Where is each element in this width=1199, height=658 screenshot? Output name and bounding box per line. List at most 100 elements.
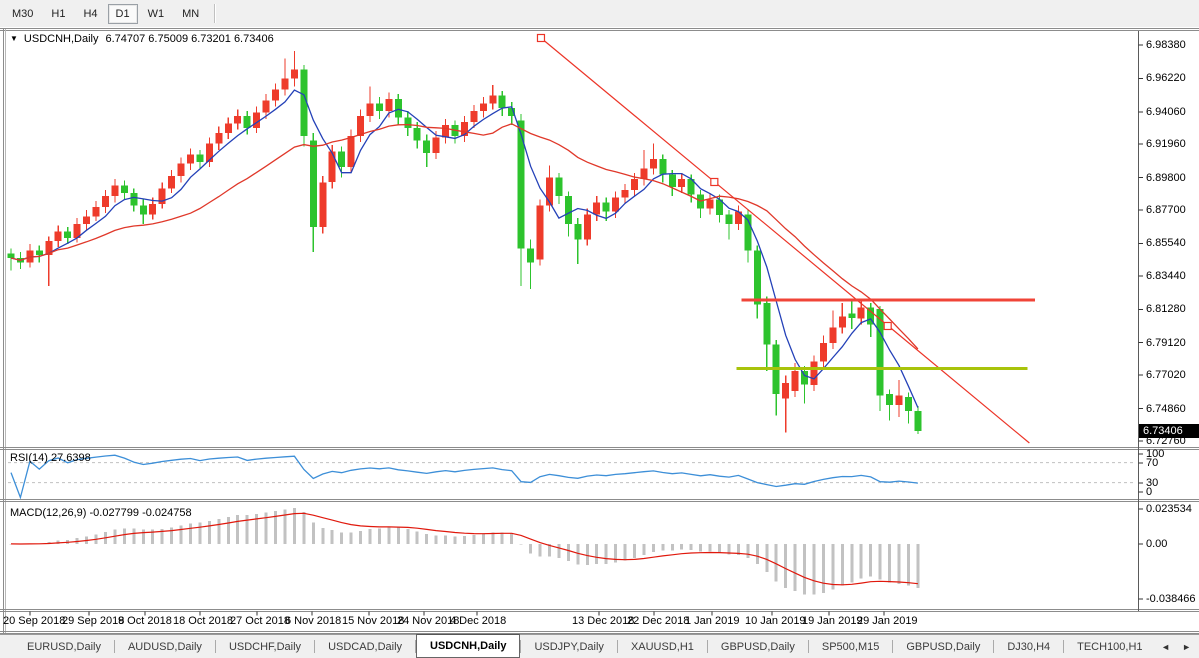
candle xyxy=(413,128,421,141)
tab-scroll-left[interactable]: ◄ xyxy=(1161,641,1171,652)
macd-bar xyxy=(245,515,249,544)
candle xyxy=(73,224,81,238)
candle xyxy=(612,197,620,212)
candle xyxy=(829,327,837,343)
candle xyxy=(404,117,412,129)
tab-gbpusd-daily[interactable]: GBPUSD,Daily xyxy=(720,640,795,653)
macd-bar xyxy=(708,543,712,552)
candle xyxy=(300,69,308,136)
timeframe-button-w1[interactable]: W1 xyxy=(147,7,165,20)
macd-bar xyxy=(472,535,476,544)
candle xyxy=(92,207,100,217)
timeframe-button-h1[interactable]: H1 xyxy=(51,7,66,20)
candle xyxy=(54,231,62,241)
macd-bar xyxy=(736,543,740,555)
macd-bar xyxy=(415,531,419,544)
candle xyxy=(508,108,516,116)
candle xyxy=(45,241,53,255)
trendline[interactable] xyxy=(540,37,1030,444)
macd-bar xyxy=(255,514,259,544)
candle xyxy=(555,177,563,197)
tab-usdcad-daily[interactable]: USDCAD,Daily xyxy=(328,640,403,653)
timeframe-button-d1[interactable]: D1 xyxy=(107,3,138,24)
macd-bar xyxy=(765,543,769,572)
candle xyxy=(905,397,912,411)
macd-bar xyxy=(340,532,344,544)
candle xyxy=(753,250,761,305)
macd-bar xyxy=(529,543,533,554)
macd-pane[interactable] xyxy=(7,502,1138,609)
macd-bar xyxy=(746,543,750,558)
tab-separator xyxy=(113,640,115,653)
candle xyxy=(262,100,270,113)
candle xyxy=(253,112,261,129)
candle xyxy=(763,302,771,345)
macd-bar xyxy=(396,527,400,544)
main-chart-pane[interactable] xyxy=(7,31,1138,447)
candle xyxy=(489,95,497,104)
candle xyxy=(791,370,799,391)
macd-bar xyxy=(377,528,381,544)
macd-bar xyxy=(642,543,646,556)
macd-bar xyxy=(576,543,580,565)
macd-bar xyxy=(699,543,703,552)
tab-usdcnh-daily[interactable]: USDCNH,Daily xyxy=(416,634,521,658)
tab-dj30-h4[interactable]: DJ30,H4 xyxy=(1007,640,1051,653)
trendline-handle[interactable] xyxy=(883,321,892,331)
macd-bar xyxy=(170,527,174,544)
candle xyxy=(838,316,846,328)
candle xyxy=(205,143,213,163)
macd-bar xyxy=(538,543,542,557)
macd-bar xyxy=(226,517,230,544)
macd-bar xyxy=(132,528,136,544)
candle xyxy=(215,132,223,144)
tab-eurusd-daily[interactable]: EURUSD,Daily xyxy=(27,640,101,653)
tab-sp500-m15[interactable]: SP500,M15 xyxy=(821,640,880,653)
tab-separator xyxy=(892,640,894,653)
macd-bar xyxy=(680,543,684,550)
macd-bar xyxy=(453,536,457,544)
timeframe-button-mn[interactable]: MN xyxy=(182,7,200,20)
macd-bar xyxy=(321,527,325,544)
candle xyxy=(196,154,204,163)
candle xyxy=(479,103,487,112)
candle xyxy=(149,203,157,215)
tab-xauusd-h1[interactable]: XAUUSD,H1 xyxy=(630,640,694,653)
candle xyxy=(187,154,194,164)
candle xyxy=(848,313,856,319)
candle xyxy=(668,174,676,187)
macd-bar xyxy=(793,543,797,592)
trendline-handle[interactable] xyxy=(536,33,546,43)
macd-bar xyxy=(207,520,211,544)
macd-bar xyxy=(755,543,759,565)
macd-bar xyxy=(359,531,362,544)
rsi-pane[interactable] xyxy=(7,450,1138,499)
candle xyxy=(366,103,374,116)
tab-usdjpy-daily[interactable]: USDJPY,Daily xyxy=(534,640,604,653)
tab-separator xyxy=(616,640,618,653)
candle xyxy=(385,98,393,112)
macd-bar xyxy=(151,529,155,544)
candle xyxy=(886,394,894,405)
macd-bar xyxy=(727,543,731,555)
tab-scroll-right[interactable]: ► xyxy=(1182,641,1191,652)
candle xyxy=(111,185,119,197)
candle xyxy=(687,179,695,195)
macd-bar xyxy=(566,543,570,561)
trendline-handle[interactable] xyxy=(710,177,719,187)
candle xyxy=(357,115,364,136)
tab-audusd-daily[interactable]: AUDUSD,Daily xyxy=(127,640,202,653)
tab-usdchf-daily[interactable]: USDCHF,Daily xyxy=(228,640,302,653)
timeframe-button-m30[interactable]: M30 xyxy=(12,7,34,20)
candle xyxy=(498,95,506,109)
candle xyxy=(801,370,808,385)
candle xyxy=(177,163,185,177)
candle xyxy=(120,185,128,193)
candle xyxy=(347,135,355,167)
candle xyxy=(470,111,478,122)
macd-bar xyxy=(585,543,589,565)
tab-gbpusd-daily[interactable]: GBPUSD,Daily xyxy=(906,640,981,653)
timeframe-button-h4[interactable]: H4 xyxy=(83,7,98,20)
tab-tech100-h1[interactable]: TECH100,H1 xyxy=(1077,640,1143,653)
